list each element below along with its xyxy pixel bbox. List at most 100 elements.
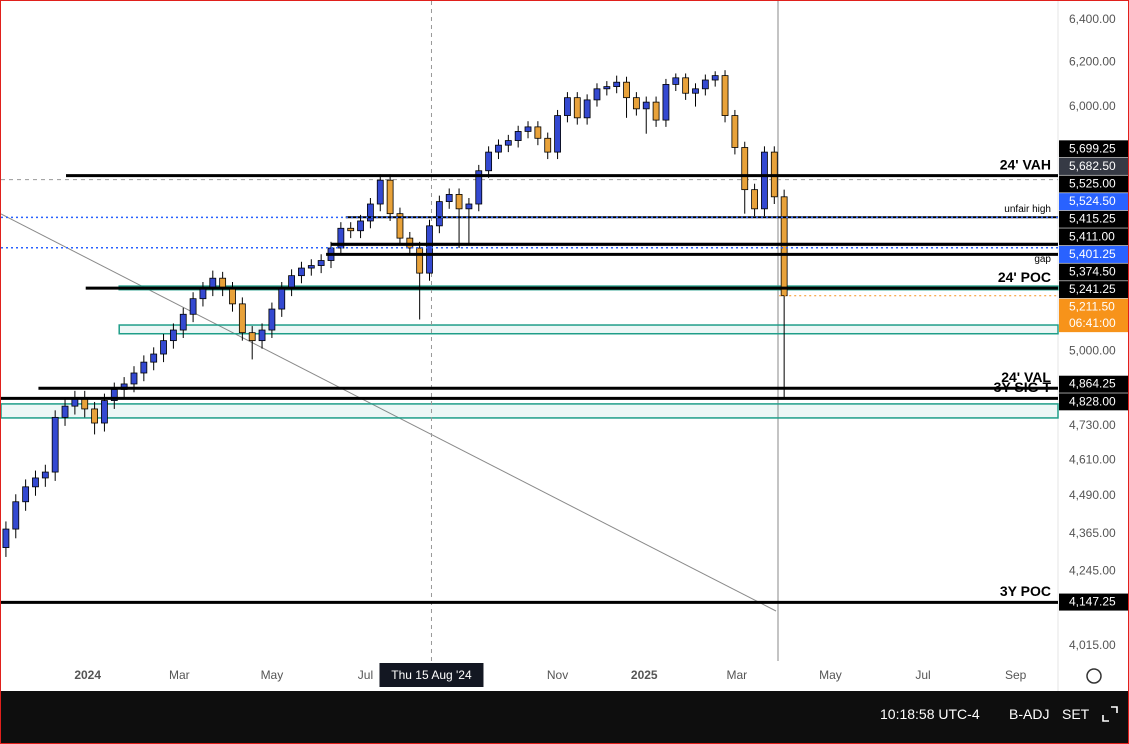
y-tick-label: 4,365.00 xyxy=(1069,526,1116,540)
candle-body xyxy=(179,313,187,331)
y-tick-label: 5,000.00 xyxy=(1069,344,1116,358)
candle-body xyxy=(91,408,98,424)
x-tick-label: 2024 xyxy=(74,668,101,682)
candle-body xyxy=(376,179,384,205)
price-label: 5,525.00 xyxy=(1069,177,1116,191)
candle-body xyxy=(337,227,345,249)
price-label-box xyxy=(1059,245,1128,263)
fullscreen-icon[interactable] xyxy=(1101,705,1119,723)
x-tick-label: Mar xyxy=(727,668,748,682)
candle-body xyxy=(238,303,246,334)
candle-body xyxy=(455,194,463,210)
candle-body xyxy=(544,137,552,153)
price-label: 5,415.25 xyxy=(1069,212,1116,226)
price-label-box xyxy=(1059,263,1128,281)
candle-body xyxy=(101,400,108,424)
y-tick-label: 4,490.00 xyxy=(1069,488,1116,502)
candle-body xyxy=(514,131,522,141)
price-label-box xyxy=(1059,281,1128,299)
candle-body xyxy=(317,260,325,266)
candle-body xyxy=(682,77,690,94)
candle-body xyxy=(386,179,394,215)
candle-body xyxy=(140,361,148,374)
candle-body xyxy=(662,84,670,121)
bottom-toolbar: 10:18:58 UTC-4 B-ADJ SET xyxy=(1,691,1128,743)
candle-body xyxy=(554,115,561,153)
y-tick-label: 6,200.00 xyxy=(1069,55,1116,69)
price-label: 5,211.50 xyxy=(1069,300,1115,314)
price-label: 5,524.50 xyxy=(1069,194,1116,208)
candle-body xyxy=(298,267,305,277)
level-annotation: 3Y POC xyxy=(1000,583,1051,599)
candle-body xyxy=(692,88,699,94)
candle-body xyxy=(357,220,364,232)
candle-body xyxy=(573,97,581,119)
x-tick-label: May xyxy=(261,668,284,682)
candle-body xyxy=(32,477,39,488)
candle-body xyxy=(652,101,660,121)
adjust-button[interactable]: B-ADJ xyxy=(1009,706,1050,722)
trend-line xyxy=(1,213,777,612)
candle-body xyxy=(642,101,650,110)
y-tick-label: 6,400.00 xyxy=(1069,12,1116,26)
y-tick-label: 4,015.00 xyxy=(1069,638,1116,652)
candle-body xyxy=(2,528,10,548)
candle-body xyxy=(307,265,315,269)
candle-body xyxy=(189,298,197,315)
candle-body xyxy=(160,340,167,355)
candle-body xyxy=(22,486,30,503)
price-label-box xyxy=(1059,593,1128,611)
chart: 6,400.00 6,200.00 6,000.00 5,000.00 4,730.00… xyxy=(1,1,1128,691)
candle-body xyxy=(583,99,591,119)
candle-body xyxy=(761,151,768,210)
crosshair-y-label: 5,682.50 xyxy=(1069,159,1116,173)
candle-body xyxy=(445,194,453,203)
candle-body xyxy=(741,147,749,191)
x-tick-label: Jul xyxy=(915,668,930,682)
level-annotation: gap xyxy=(1034,254,1051,265)
candle-body xyxy=(248,332,256,342)
candle-body xyxy=(169,329,177,342)
y-tick-label: 6,000.00 xyxy=(1069,99,1116,113)
candle-body xyxy=(268,308,276,331)
candle-body xyxy=(524,126,532,132)
crosshair-y-label-box xyxy=(1059,157,1128,175)
candle-body xyxy=(367,203,374,222)
candle-body xyxy=(623,81,630,99)
candle-body xyxy=(475,170,483,205)
session-button[interactable]: SET xyxy=(1062,706,1090,722)
candle-body xyxy=(258,329,266,342)
candle-body xyxy=(564,97,571,116)
candle-body xyxy=(485,151,493,172)
level-annotation: 24' POC xyxy=(998,269,1051,285)
settings-icon[interactable] xyxy=(1086,668,1102,684)
candle-body xyxy=(41,471,49,479)
candle-body xyxy=(504,140,512,146)
candle-body xyxy=(288,275,296,289)
price-label: 5,401.25 xyxy=(1069,247,1116,261)
candle-body xyxy=(130,372,138,385)
x-tick-label: Sep xyxy=(1005,668,1027,682)
candle-body xyxy=(51,416,59,473)
x-tick-label: 2025 xyxy=(631,668,658,682)
candle-body xyxy=(593,88,601,101)
candle-body xyxy=(701,79,709,90)
candle-body xyxy=(495,144,502,153)
price-label: 5,241.25 xyxy=(1069,282,1116,296)
candle-body xyxy=(199,288,207,300)
candle-body xyxy=(731,115,739,148)
zone xyxy=(118,324,1059,335)
candle-body xyxy=(12,501,20,530)
x-tick-label: Mar xyxy=(169,668,190,682)
level-annotation: unfair high xyxy=(1004,204,1051,215)
candle-body xyxy=(416,247,424,274)
price-label-box xyxy=(1059,175,1128,193)
candle-body xyxy=(465,203,473,210)
candle-body xyxy=(426,225,433,274)
level-annotation: 24' VAL xyxy=(1001,369,1051,385)
price-label-box xyxy=(1059,298,1128,333)
candle-body xyxy=(61,405,69,418)
price-label-box xyxy=(1059,375,1128,393)
crosshair-x-label: Thu 15 Aug '24 xyxy=(391,668,472,682)
candle-body xyxy=(534,126,542,139)
